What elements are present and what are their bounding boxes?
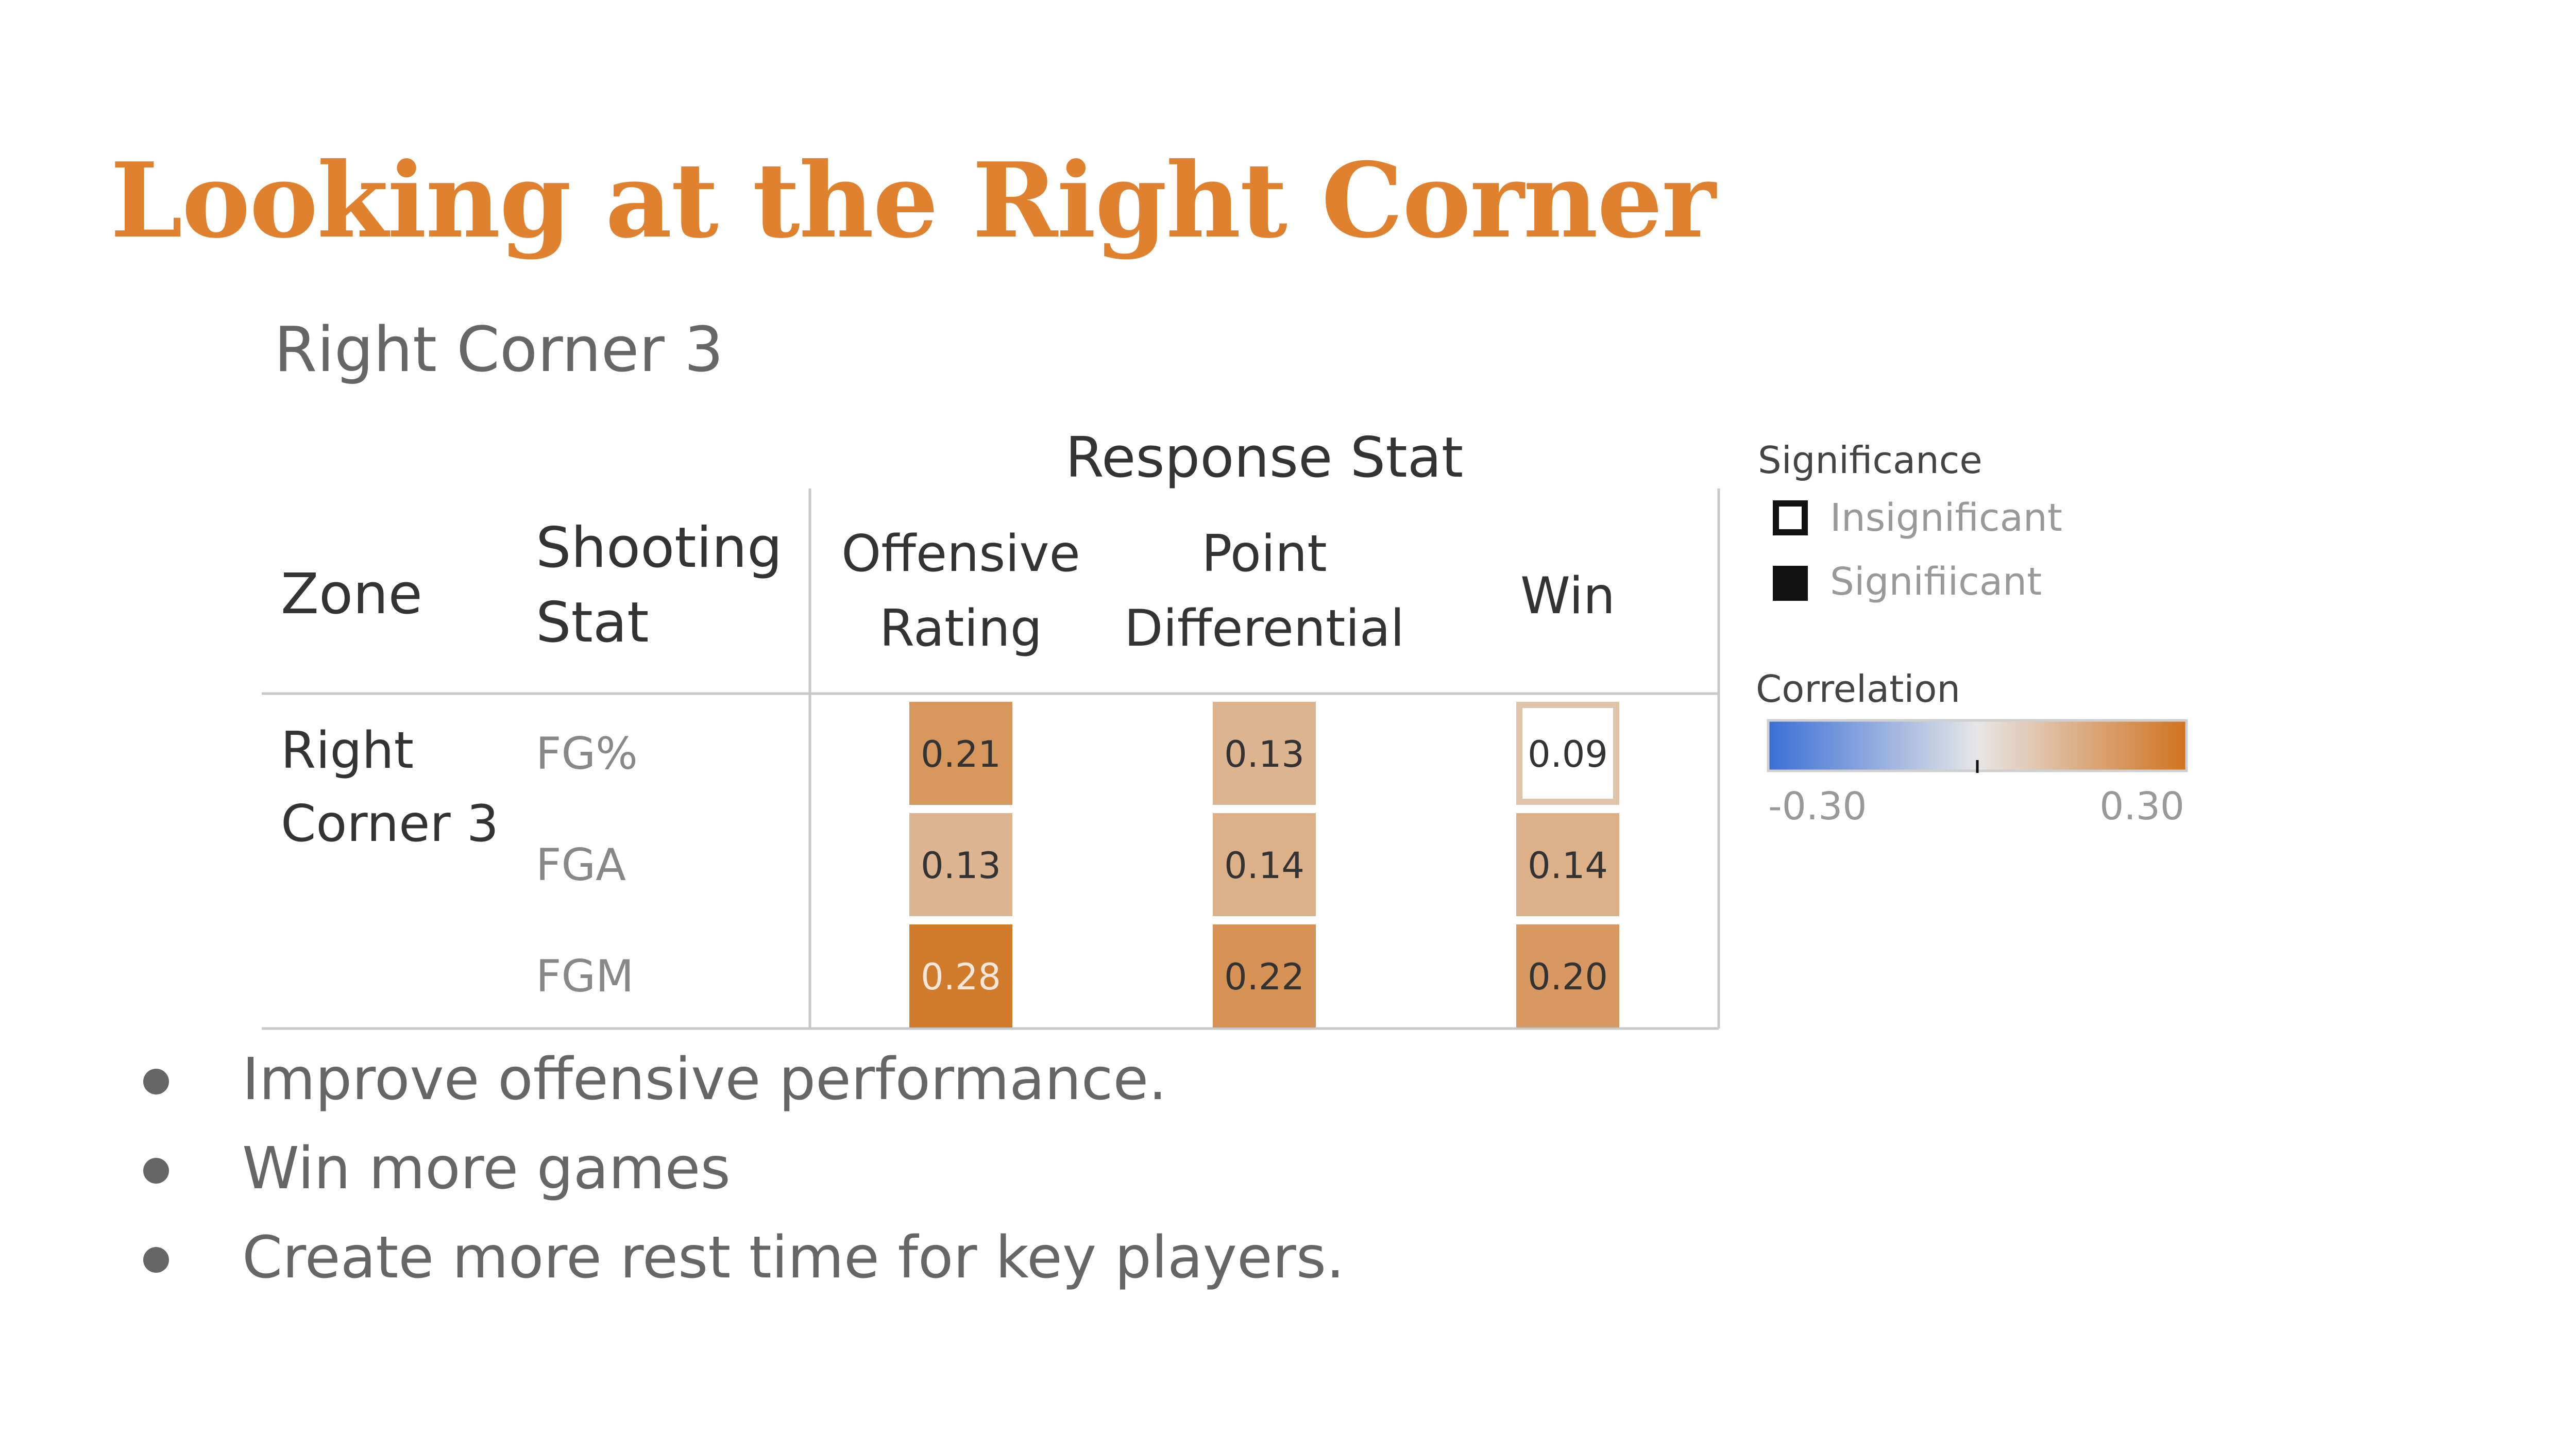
heatmap-cell-fill — [909, 702, 1012, 805]
bullet-text: Win more games — [242, 1135, 731, 1202]
heatmap-cell: 0.14 — [1213, 813, 1316, 916]
cell-value-label: 0.14 — [1224, 845, 1304, 887]
legend-item-label: Signifiicant — [1830, 560, 2042, 604]
cell-value-label: 0.28 — [921, 956, 1001, 998]
heatmap-cell-fill — [909, 924, 1012, 1027]
legend-significance-title: Significance — [1758, 439, 1982, 482]
shooting-stat-header: Stat — [536, 591, 649, 655]
legend-item-label: Insignificant — [1830, 496, 2062, 540]
colorbar-max-label: 0.30 — [2099, 784, 2184, 829]
bullet-dot-icon — [143, 1247, 169, 1273]
cell-value-label: 0.13 — [921, 845, 1001, 887]
heatmap-cell: 0.13 — [1213, 702, 1316, 805]
legend: Significance Insignificant Signifiicant Cor… — [1756, 439, 2188, 829]
heatmap-cell-fill — [1516, 924, 1619, 1027]
heatmap-cell-fill — [1213, 924, 1316, 1027]
column-header: Differential — [1124, 599, 1404, 658]
heatmap-cell: 0.13 — [909, 813, 1012, 916]
heatmap-cell: 0.14 — [1516, 813, 1619, 916]
bullet-dot-icon — [143, 1158, 169, 1184]
colorbar-min-label: -0.30 — [1768, 784, 1867, 829]
bullet-text: Create more rest time for key players. — [242, 1224, 1345, 1291]
heatmap-cell-fill — [1213, 813, 1316, 916]
heatmap-cell: 0.09 — [1516, 702, 1619, 805]
row-label: FGM — [536, 951, 634, 1002]
bullet-dot-icon — [143, 1069, 169, 1094]
chart-title: Right Corner 3 — [274, 314, 724, 386]
zone-label: Right — [281, 721, 414, 780]
significant-swatch-icon — [1773, 566, 1808, 601]
row-label: FGA — [536, 839, 626, 891]
legend-correlation-title: Correlation — [1756, 667, 1960, 711]
insignificant-swatch-icon — [1773, 500, 1808, 535]
cell-value-label: 0.13 — [1224, 733, 1304, 776]
bullet-item: Create more rest time for key players. — [134, 1224, 1345, 1313]
heatmap-cell: 0.21 — [909, 702, 1012, 805]
table-grid-lines — [262, 488, 1720, 1030]
cell-value-label: 0.20 — [1528, 956, 1608, 998]
cell-value-label: 0.22 — [1224, 956, 1304, 998]
heatmap-cell-outline — [1516, 702, 1619, 805]
column-group-label: Response Stat — [1065, 426, 1463, 490]
heatmap-cell-fill — [909, 813, 1012, 916]
zone-header: Zone — [281, 562, 422, 627]
column-header: Offensive — [841, 525, 1080, 583]
column-header: Rating — [879, 599, 1042, 658]
cell-value-label: 0.14 — [1528, 845, 1608, 887]
cell-value-label: 0.21 — [921, 733, 1001, 776]
heatmap-cell: 0.20 — [1516, 924, 1619, 1027]
column-header: Point — [1201, 525, 1327, 583]
zone-label: Corner 3 — [281, 795, 499, 853]
heatmap-cell-fill — [1516, 813, 1619, 916]
heatmap-cell: 0.22 — [1213, 924, 1316, 1027]
row-label: FG% — [536, 728, 638, 780]
shooting-stat-header: Shooting — [536, 516, 783, 580]
slide-title: Looking at the Right Corner — [110, 140, 1716, 261]
cell-value-label: 0.09 — [1528, 733, 1608, 776]
bullet-item: Win more games — [134, 1135, 1345, 1224]
bullet-list: Improve offensive performance. Win more … — [134, 1046, 1345, 1313]
heatmap-cell: 0.28 — [909, 924, 1012, 1027]
bullet-text: Improve offensive performance. — [242, 1046, 1167, 1113]
heatmap-cells: 0.21 0.13 0.09 0.13 0.14 0.14 0.28 0.22 0.20 — [909, 702, 1619, 1027]
table-headers: Response Stat Zone Shooting Stat Offensive Ra… — [281, 426, 1615, 1002]
column-header: Win — [1520, 567, 1615, 626]
heatmap-cell-fill — [1213, 702, 1316, 805]
bullet-item: Improve offensive performance. — [134, 1046, 1345, 1135]
